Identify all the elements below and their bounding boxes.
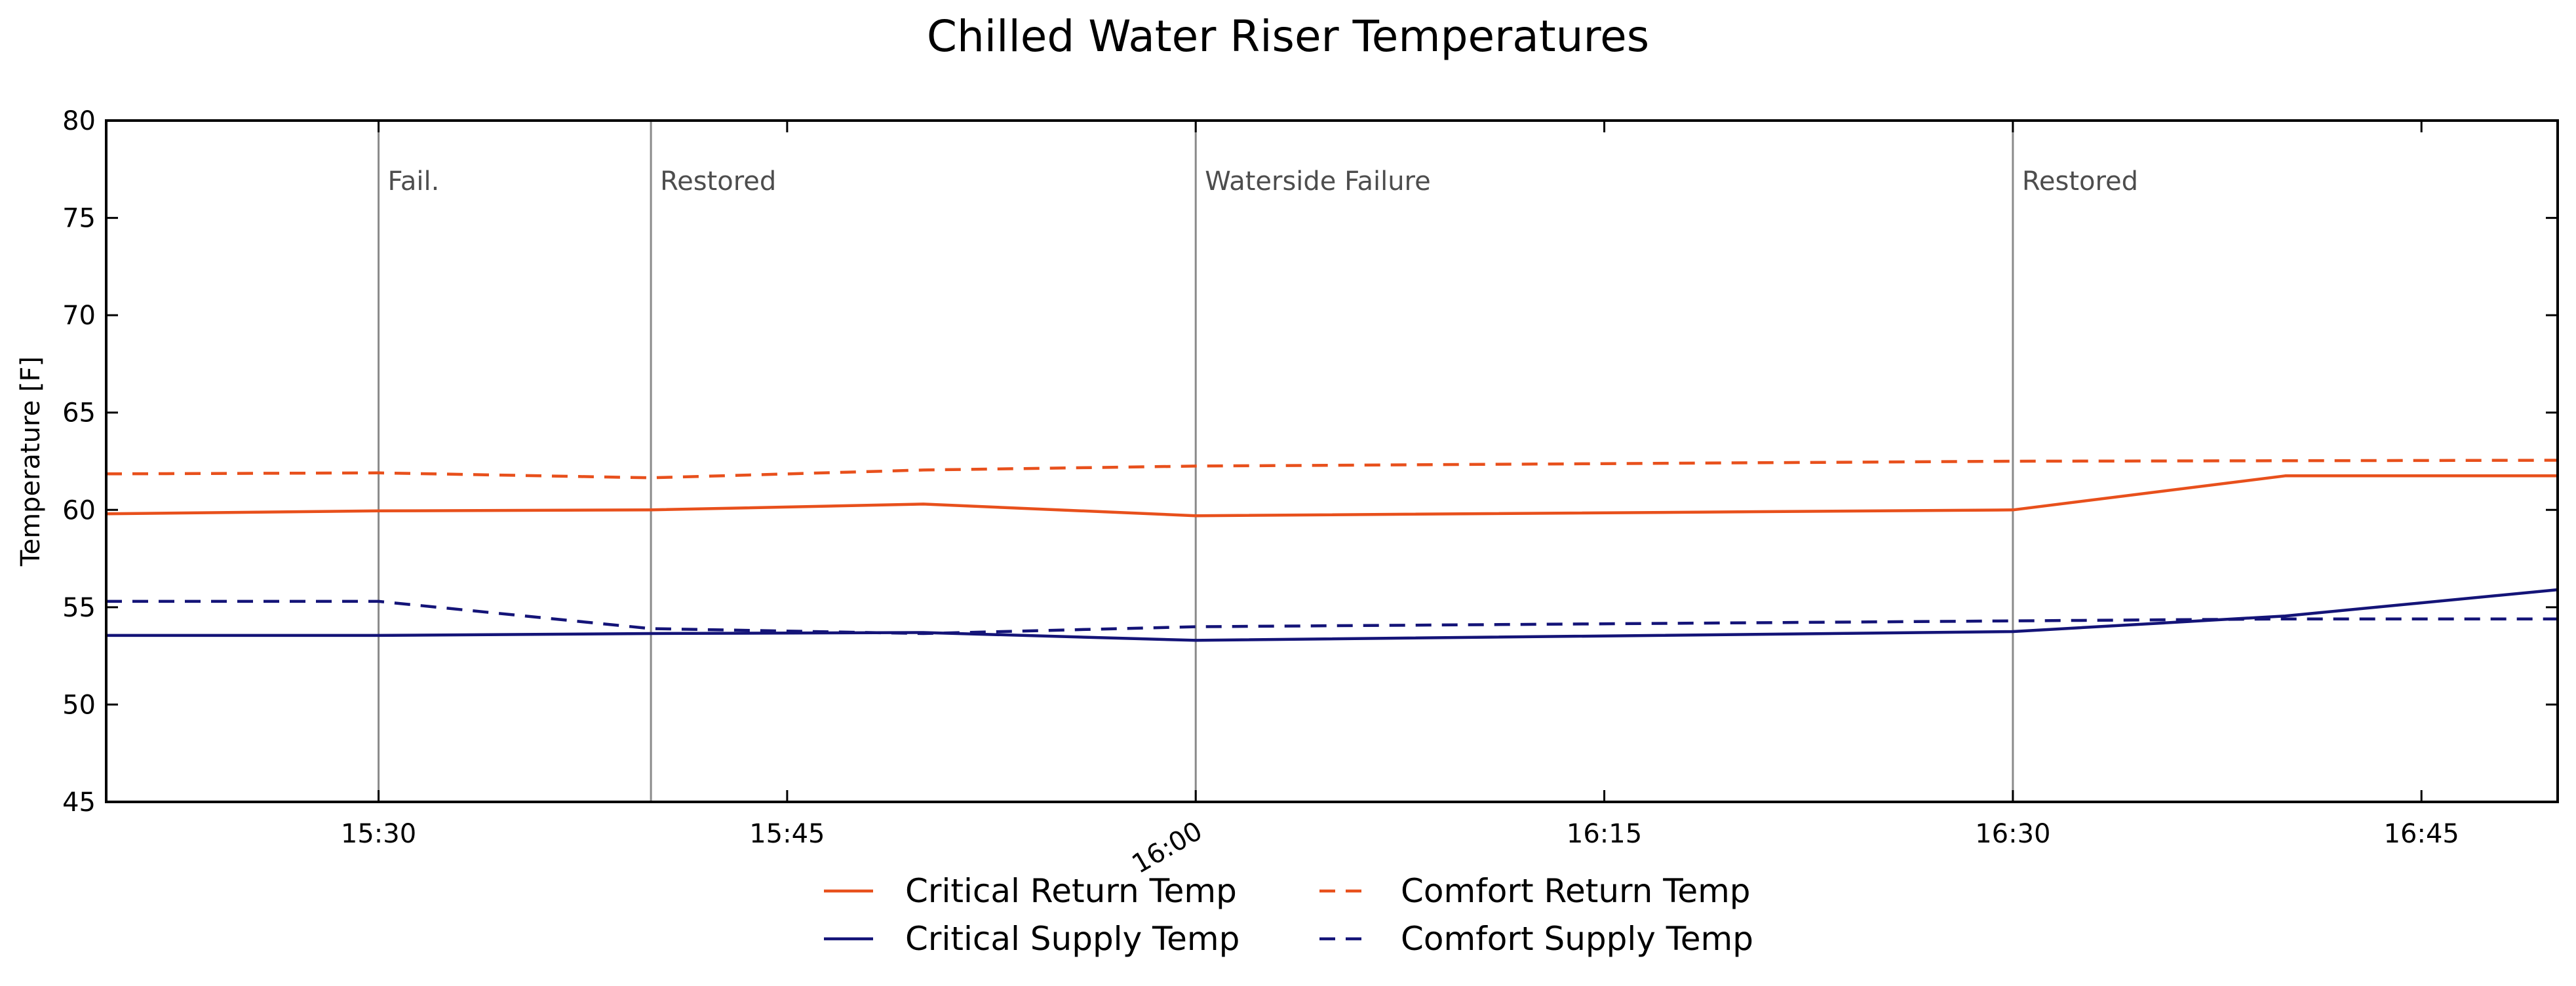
annotation-label-2: Waterside Failure (1205, 166, 1431, 197)
series-line-comfort-return-temp (106, 459, 2558, 480)
chart-title: Chilled Water Riser Temperatures (927, 11, 1649, 62)
x-tick-label: 15:30 (341, 819, 416, 849)
series-line-comfort-supply-temp (106, 599, 2558, 635)
annotation-label-3: Restored (2022, 166, 2138, 197)
y-tick-label: 70 (62, 301, 96, 331)
legend-label: Critical Supply Temp (905, 920, 1239, 958)
x-tick-label: 15:45 (749, 819, 825, 849)
y-tick-label: 60 (62, 495, 96, 525)
x-tick-label: 16:15 (1567, 819, 1642, 849)
y-tick-label: 75 (62, 204, 96, 234)
y-tick-label: 50 (62, 690, 96, 720)
legend-label: Comfort Return Temp (1401, 872, 1751, 910)
y-tick-label: 65 (62, 398, 96, 428)
legend-label: Comfort Supply Temp (1401, 920, 1753, 958)
y-tick-label: 55 (62, 593, 96, 623)
series-line-critical-supply-temp (106, 588, 2558, 642)
legend: Critical Return Temp Comfort Return Temp C… (824, 872, 1753, 958)
y-axis: 45 50 55 60 65 70 75 80 (62, 106, 2558, 818)
x-tick-label: 16:00 (1127, 816, 1207, 879)
annotation-label-1: Restored (660, 166, 776, 197)
annotation-layer: Fail. Restored Waterside Failure Restored (378, 121, 2138, 802)
series-layer (106, 459, 2558, 642)
y-tick-label: 45 (62, 787, 96, 818)
legend-label: Critical Return Temp (905, 872, 1237, 910)
x-axis: 15:30 15:45 16:00 16:15 16:30 16:45 (341, 121, 2459, 880)
y-tick-label: 80 (62, 106, 96, 136)
plot-area-frame (105, 119, 2559, 803)
x-tick-label: 16:30 (1975, 819, 2050, 849)
series-line-critical-return-temp (106, 474, 2558, 518)
x-tick-label: 16:45 (2384, 819, 2459, 849)
annotation-label-0: Fail. (388, 166, 440, 197)
y-axis-label: Temperature [F] (16, 356, 46, 567)
